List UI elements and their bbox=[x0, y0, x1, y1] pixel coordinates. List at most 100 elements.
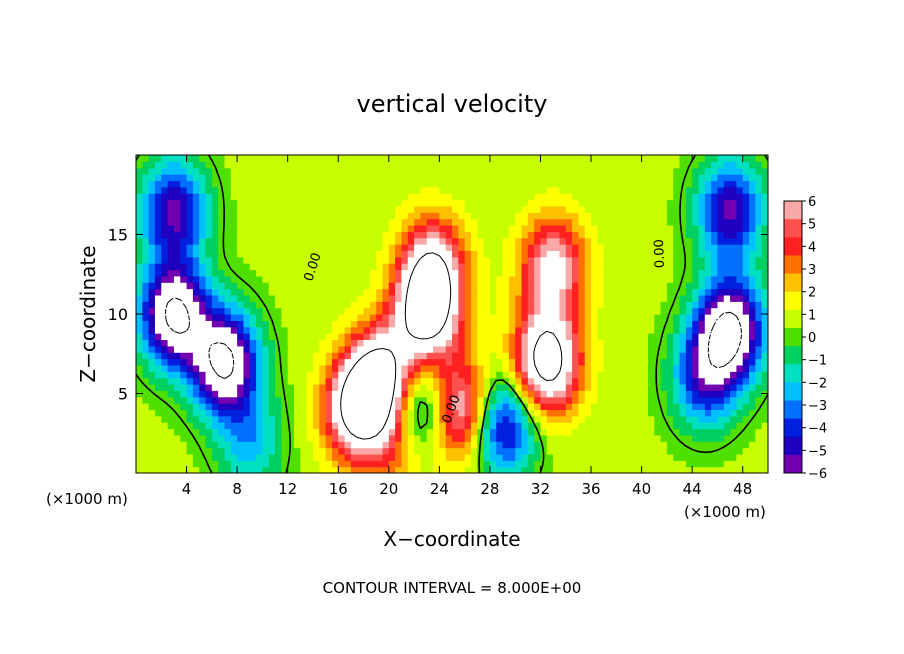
heatmap-cell bbox=[180, 282, 188, 290]
heatmap-cell bbox=[407, 212, 415, 220]
heatmap-cell bbox=[559, 218, 567, 226]
heatmap-cell bbox=[704, 377, 712, 385]
heatmap-cell bbox=[350, 320, 358, 328]
heatmap-cell bbox=[483, 282, 491, 290]
heatmap-cell bbox=[610, 377, 617, 385]
heatmap-cell bbox=[331, 155, 339, 162]
heatmap-cell bbox=[186, 193, 194, 201]
heatmap-cell bbox=[578, 460, 586, 468]
heatmap-cell bbox=[331, 263, 339, 271]
heatmap-cell bbox=[376, 237, 384, 245]
heatmap-cell bbox=[414, 186, 421, 194]
heatmap-cell bbox=[685, 339, 693, 347]
heatmap-cell bbox=[654, 441, 662, 449]
heatmap-cell bbox=[654, 275, 662, 283]
heatmap-cell bbox=[433, 275, 440, 283]
heatmap-cell bbox=[281, 333, 289, 341]
heatmap-cell bbox=[369, 403, 377, 410]
heatmap-cell bbox=[420, 250, 428, 258]
heatmap-cell bbox=[218, 275, 226, 283]
heatmap-cell bbox=[300, 301, 308, 309]
heatmap-cell bbox=[635, 180, 643, 188]
heatmap-cell bbox=[742, 403, 750, 410]
heatmap-cell bbox=[287, 237, 295, 245]
heatmap-cell bbox=[376, 396, 384, 404]
heatmap-cell bbox=[344, 403, 352, 410]
heatmap-cell bbox=[306, 288, 314, 296]
heatmap-cell bbox=[647, 224, 655, 232]
heatmap-cell bbox=[603, 224, 611, 232]
heatmap-cell bbox=[477, 409, 485, 417]
heatmap-cell bbox=[306, 377, 314, 385]
heatmap-cell bbox=[401, 345, 409, 353]
heatmap-cell bbox=[591, 326, 598, 334]
heatmap-cell bbox=[761, 288, 768, 296]
heatmap-cell bbox=[319, 403, 327, 410]
heatmap-cell bbox=[173, 383, 181, 391]
heatmap-cell bbox=[597, 352, 605, 360]
heatmap-cell bbox=[660, 358, 668, 366]
heatmap-cell bbox=[331, 466, 339, 473]
heatmap-cell bbox=[635, 244, 643, 251]
heatmap-cell bbox=[211, 275, 219, 283]
heatmap-cell bbox=[186, 441, 194, 449]
heatmap-cell bbox=[761, 447, 768, 455]
heatmap-cell bbox=[186, 250, 194, 258]
heatmap-cell bbox=[376, 263, 384, 271]
heatmap-cell bbox=[268, 256, 276, 264]
heatmap-cell bbox=[527, 307, 535, 315]
heatmap-cell bbox=[483, 218, 491, 226]
heatmap-cell bbox=[540, 237, 548, 245]
heatmap-cell bbox=[458, 256, 466, 264]
heatmap-cell bbox=[534, 269, 542, 277]
heatmap-cell bbox=[325, 415, 333, 423]
heatmap-cell bbox=[275, 307, 282, 315]
heatmap-cell bbox=[755, 205, 763, 213]
heatmap-cell bbox=[572, 339, 579, 347]
heatmap-cell bbox=[616, 383, 624, 391]
heatmap-cell bbox=[401, 422, 409, 430]
heatmap-cell bbox=[211, 186, 219, 194]
heatmap-cell bbox=[616, 364, 624, 372]
heatmap-cell bbox=[306, 193, 314, 201]
heatmap-cell bbox=[723, 167, 731, 175]
heatmap-cell bbox=[338, 415, 346, 423]
heatmap-cell bbox=[294, 205, 301, 213]
heatmap-cell bbox=[685, 269, 693, 277]
heatmap-cell bbox=[407, 358, 415, 366]
heatmap-cell bbox=[452, 167, 459, 175]
heatmap-cell bbox=[540, 224, 548, 232]
heatmap-cell bbox=[559, 460, 567, 468]
heatmap-cell bbox=[249, 237, 257, 245]
heatmap-cell bbox=[540, 434, 548, 442]
heatmap-cell bbox=[224, 383, 232, 391]
heatmap-cell bbox=[742, 250, 750, 258]
heatmap-cell bbox=[464, 244, 472, 251]
heatmap-cell bbox=[312, 403, 320, 410]
heatmap-cell bbox=[553, 466, 561, 473]
heatmap-cell bbox=[521, 294, 529, 302]
heatmap-cell bbox=[142, 326, 150, 334]
heatmap-cell bbox=[154, 383, 162, 391]
heatmap-cell bbox=[521, 275, 529, 283]
heatmap-cell bbox=[597, 250, 605, 258]
heatmap-cell bbox=[698, 314, 706, 321]
heatmap-cell bbox=[148, 161, 156, 169]
heatmap-cell bbox=[628, 167, 636, 175]
heatmap-cell bbox=[553, 314, 561, 321]
heatmap-cell bbox=[382, 224, 390, 232]
heatmap-cell bbox=[584, 180, 592, 188]
heatmap-cell bbox=[540, 250, 548, 258]
heatmap-cell bbox=[464, 447, 472, 455]
heatmap-cell bbox=[749, 161, 756, 169]
heatmap-cell bbox=[572, 333, 579, 341]
heatmap-cell bbox=[584, 282, 592, 290]
heatmap-cell bbox=[420, 218, 428, 226]
heatmap-cell bbox=[388, 263, 396, 271]
heatmap-cell bbox=[452, 320, 459, 328]
heatmap-cell bbox=[243, 193, 251, 201]
heatmap-cell bbox=[192, 167, 200, 175]
heatmap-cell bbox=[331, 224, 339, 232]
heatmap-cell bbox=[534, 396, 542, 404]
heatmap-cell bbox=[192, 307, 200, 315]
